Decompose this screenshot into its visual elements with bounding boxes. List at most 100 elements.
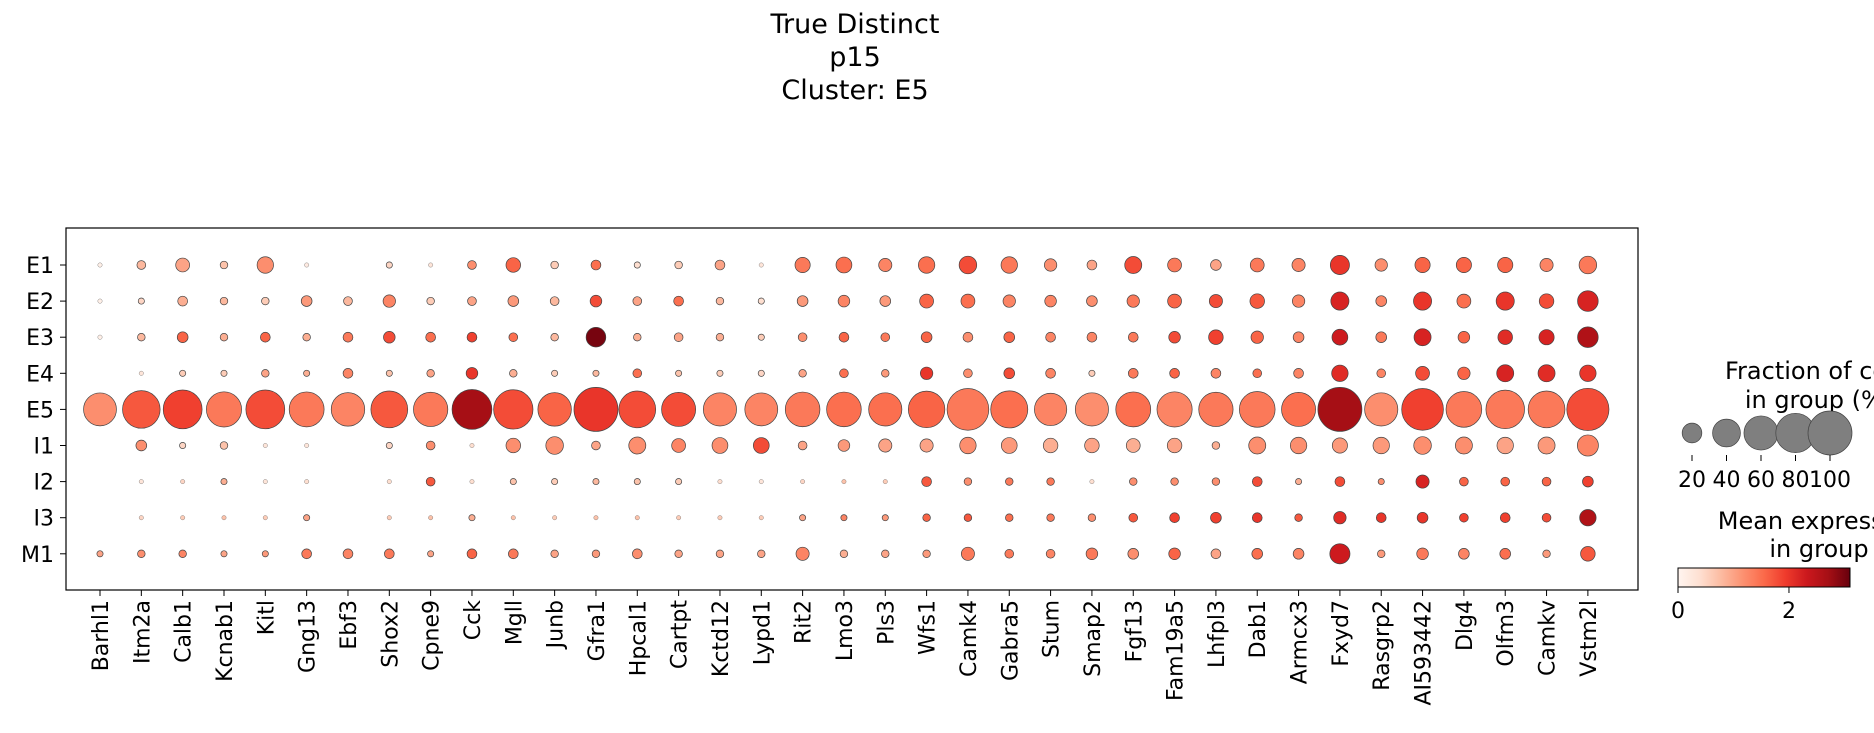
dot-E2-Calb1 bbox=[177, 295, 188, 307]
x-tick-label: Smap2 bbox=[1081, 600, 1106, 677]
dot-I2-Shox2 bbox=[386, 479, 392, 484]
dot-I3-Kitl bbox=[262, 515, 268, 521]
dot-E3-Armcx3 bbox=[1292, 331, 1305, 343]
x-tick-label: Kctd12 bbox=[709, 600, 734, 677]
dot-I3-Wfs1 bbox=[922, 513, 931, 522]
dot-E3-Hpcal1 bbox=[633, 333, 642, 342]
dot-E4-Stum bbox=[1045, 368, 1056, 379]
x-tick-label: Gfra1 bbox=[585, 600, 610, 661]
dot-M1-Rit2 bbox=[795, 546, 810, 561]
dot-M1-Lypd1 bbox=[757, 549, 766, 558]
dot-E5-AI593442 bbox=[1401, 388, 1444, 431]
dot-E5-Gng13 bbox=[288, 391, 325, 428]
dot-M1-Cartpt bbox=[674, 549, 683, 558]
x-tick-label: Gabra5 bbox=[998, 600, 1023, 681]
dot-I1-Camkv bbox=[1537, 436, 1556, 455]
dot-M1-Calb1 bbox=[178, 549, 187, 558]
dot-E2-Fgf13 bbox=[1126, 294, 1140, 308]
dot-I2-Fxyd7 bbox=[1334, 476, 1346, 487]
colorbar-tick-label: 2 bbox=[1782, 599, 1796, 624]
dot-E4-Vstm2l bbox=[1579, 364, 1597, 382]
dot-I1-Itm2a bbox=[135, 439, 148, 452]
dot-I3-Rasgrp2 bbox=[1375, 512, 1387, 523]
dot-I1-Kitl bbox=[262, 443, 268, 448]
dot-E1-Shox2 bbox=[385, 261, 393, 269]
dot-I1-Olfm3 bbox=[1496, 436, 1514, 455]
dot-E4-Camk4 bbox=[963, 368, 973, 379]
dot-E5-Cck bbox=[451, 389, 493, 430]
dot-M1-Smap2 bbox=[1085, 547, 1099, 560]
dot-E2-Camk4 bbox=[960, 293, 976, 309]
dot-E3-Cartpt bbox=[673, 332, 684, 342]
dot-I1-Armcx3 bbox=[1289, 436, 1308, 455]
dot-E4-Lhfpl3 bbox=[1210, 368, 1222, 379]
x-tick-label: Hpcal1 bbox=[626, 600, 651, 676]
dot-I1-Gfra1 bbox=[591, 440, 601, 451]
dot-E3-Wfs1 bbox=[920, 331, 933, 343]
dot-E3-Lhfpl3 bbox=[1208, 329, 1224, 345]
x-tick-label: Lypd1 bbox=[750, 600, 775, 665]
color-legend-title-line-2: in group bbox=[1769, 535, 1868, 563]
dot-E3-Cpne9 bbox=[425, 331, 436, 343]
dot-E2-Stum bbox=[1044, 294, 1057, 308]
dot-I3-Lmo3 bbox=[840, 514, 848, 522]
dot-E4-Lypd1 bbox=[757, 369, 765, 377]
dot-M1-Gabra5 bbox=[1004, 549, 1015, 559]
dot-E5-Kitl bbox=[245, 389, 286, 430]
dot-E3-Itm2a bbox=[137, 333, 146, 342]
dot-I2-AI593442 bbox=[1415, 474, 1430, 489]
dot-I3-Cck bbox=[468, 514, 476, 522]
dot-I3-Olfm3 bbox=[1499, 512, 1511, 523]
dot-E1-Olfm3 bbox=[1497, 257, 1514, 273]
dot-E2-Lypd1 bbox=[757, 297, 765, 305]
dot-I3-Gng13 bbox=[303, 514, 311, 522]
dot-E1-Smap2 bbox=[1086, 259, 1098, 271]
dot-I3-Itm2a bbox=[138, 515, 144, 521]
dot-E4-Wfs1 bbox=[920, 366, 934, 380]
x-tick-label: Rit2 bbox=[792, 600, 817, 644]
dot-M1-Mgll bbox=[508, 548, 519, 560]
x-tick-label: Kcnab1 bbox=[213, 600, 238, 682]
dot-E2-Armcx3 bbox=[1291, 294, 1306, 308]
dot-E3-Calb1 bbox=[176, 331, 189, 343]
dot-E4-Dab1 bbox=[1252, 368, 1262, 379]
dot-I3-Dab1 bbox=[1251, 512, 1263, 523]
dot-I2-Calb1 bbox=[180, 479, 186, 484]
dot-I3-Vstm2l bbox=[1579, 509, 1597, 527]
title-line-2: p15 bbox=[829, 42, 881, 73]
y-tick-label: E3 bbox=[26, 326, 54, 351]
dot-I3-AI593442 bbox=[1416, 511, 1429, 524]
dot-M1-Dlg4 bbox=[1458, 548, 1470, 560]
dot-E5-Kcnab1 bbox=[206, 391, 242, 428]
dot-I1-Smap2 bbox=[1084, 437, 1100, 454]
dot-I3-Rit2 bbox=[799, 514, 807, 522]
x-tick-label: Fxyd7 bbox=[1329, 600, 1354, 667]
dot-E1-Rasgrp2 bbox=[1374, 258, 1388, 272]
dot-E2-Gng13 bbox=[300, 295, 313, 307]
dot-E1-Lmo3 bbox=[835, 256, 853, 274]
dot-I1-Cpne9 bbox=[425, 440, 436, 451]
dot-E4-Kitl bbox=[261, 369, 270, 378]
dot-E2-Fxyd7 bbox=[1330, 291, 1350, 311]
dot-M1-Junb bbox=[550, 549, 559, 558]
dot-E1-Kctd12 bbox=[714, 259, 726, 271]
dot-I3-Lhfpl3 bbox=[1210, 511, 1222, 524]
dot-M1-Dab1 bbox=[1251, 548, 1263, 560]
dot-I2-Gabra5 bbox=[1005, 477, 1014, 486]
dot-I3-Stum bbox=[1046, 513, 1055, 522]
dot-I3-Camk4 bbox=[963, 513, 973, 522]
dot-I2-Dlg4 bbox=[1459, 476, 1469, 487]
dot-I2-Pls3 bbox=[882, 479, 888, 484]
x-tick-label: Junb bbox=[544, 600, 569, 650]
dot-E1-Armcx3 bbox=[1291, 258, 1306, 272]
dot-I2-Kcnab1 bbox=[220, 478, 228, 486]
dot-I2-Vstm2l bbox=[1582, 475, 1594, 488]
dot-I3-Hpcal1 bbox=[634, 515, 640, 521]
y-tick-label: E5 bbox=[26, 398, 54, 423]
x-tick-label: Olfm3 bbox=[1494, 600, 1519, 667]
x-tick-label: Kitl bbox=[254, 600, 279, 635]
dot-M1-Gng13 bbox=[301, 548, 312, 560]
dot-E1-Itm2a bbox=[136, 260, 147, 270]
dot-I2-Camk4 bbox=[963, 477, 973, 486]
